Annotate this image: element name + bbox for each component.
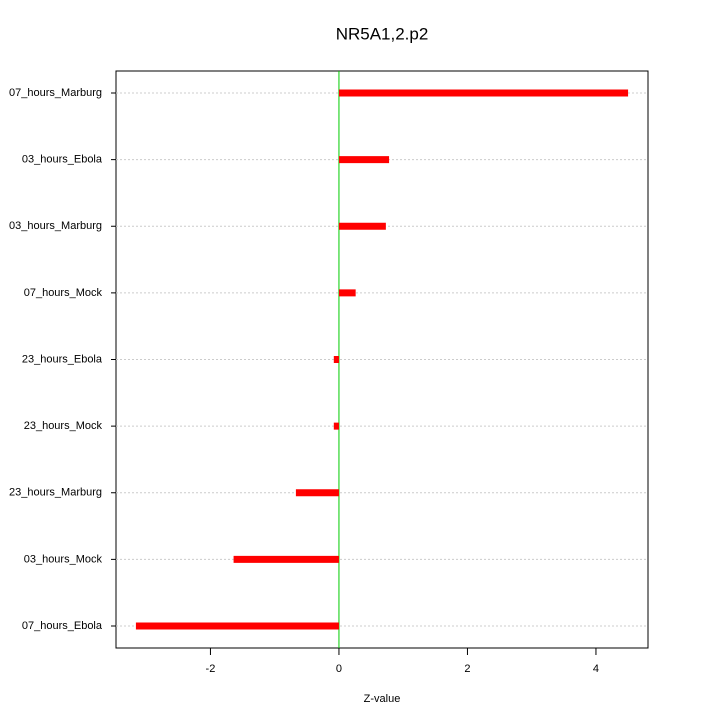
- bar: [338, 222, 386, 230]
- x-tick-label: 2: [464, 663, 470, 675]
- y-tick-label: 23_hours_Marburg: [9, 487, 102, 499]
- y-tick-label: 03_hours_Mock: [24, 553, 103, 565]
- y-tick-label: 07_hours_Ebola: [22, 620, 103, 632]
- y-tick-label: 03_hours_Ebola: [22, 154, 103, 166]
- x-axis-label: Z-value: [364, 693, 401, 705]
- y-tick-label: 23_hours_Mock: [24, 420, 103, 432]
- bar: [333, 422, 339, 430]
- x-tick-label: 0: [336, 663, 342, 675]
- bar: [135, 622, 339, 630]
- y-tick-label: 03_hours_Marburg: [9, 220, 102, 232]
- y-tick-label: 23_hours_Ebola: [22, 353, 103, 365]
- bar: [233, 555, 339, 563]
- chart-title: NR5A1,2.p2: [336, 24, 429, 43]
- y-tick-label: 07_hours_Mock: [24, 287, 103, 299]
- bar: [333, 356, 339, 363]
- x-tick-label: 4: [593, 663, 599, 675]
- bar: [338, 89, 629, 97]
- bar: [338, 156, 390, 164]
- bar: [295, 489, 339, 497]
- bar: [338, 289, 356, 297]
- x-tick-label: -2: [206, 663, 216, 675]
- y-tick-label: 07_hours_Marburg: [9, 87, 102, 99]
